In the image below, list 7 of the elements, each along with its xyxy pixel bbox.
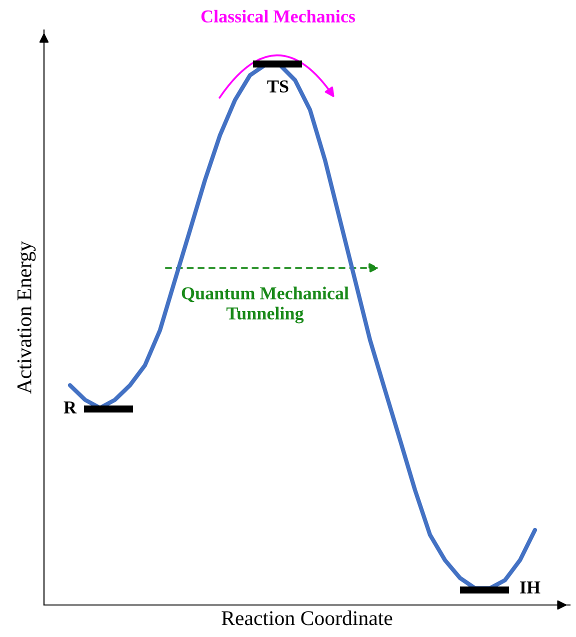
annotation: Quantum Mechanical Tunneling [182,286,349,324]
y-axis-title: Activation Energy [17,241,36,394]
annotation: R [64,402,77,414]
x-axis-title: Reaction Coordinate [222,610,392,626]
text: Classical Mechanics [201,10,356,23]
annotation: IH [520,582,540,594]
annotation: TS [267,80,288,93]
